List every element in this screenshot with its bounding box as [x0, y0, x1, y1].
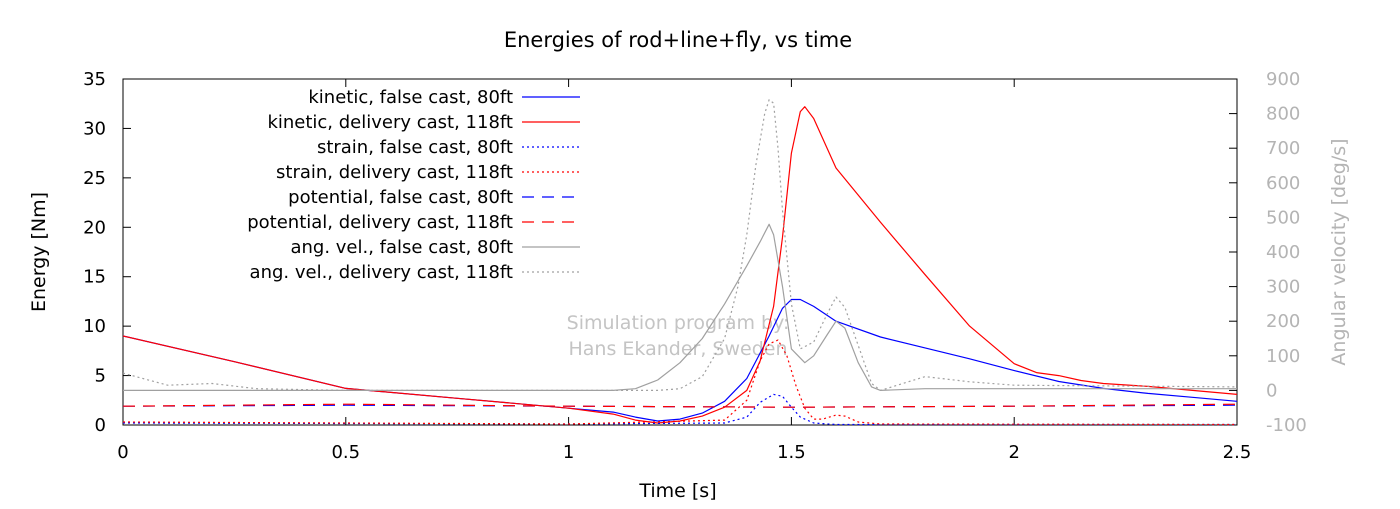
y2-tick-label: 300 — [1266, 277, 1300, 298]
y-axis: 0 5 10 15 20 25 30 35 — [83, 69, 131, 436]
x-tick-label: 0 — [117, 442, 128, 463]
x-tick-label: 2 — [1008, 442, 1019, 463]
y-tick-label: 15 — [83, 267, 106, 288]
watermark-line-2: Hans Ekander, Sweden — [569, 338, 788, 360]
y2-axis: -100 0 100 200 300 400 500 600 700 800 900 — [1229, 69, 1307, 436]
y-tick-label: 30 — [83, 118, 106, 139]
series-line-6 — [123, 223, 1237, 391]
series-line-1 — [122, 106, 1238, 424]
series-layer — [122, 99, 1238, 426]
watermark-line-1: Simulation program by: — [567, 312, 790, 334]
x-axis-label: Time [s] — [638, 480, 716, 502]
y-tick-label: 10 — [83, 316, 106, 337]
watermark: Simulation program by: Hans Ekander, Swe… — [567, 312, 790, 360]
y2-tick-label: 700 — [1266, 138, 1300, 159]
y2-tick-label: -100 — [1266, 415, 1307, 436]
y2-tick-label: 500 — [1266, 207, 1300, 228]
series-line-3 — [122, 339, 1238, 426]
y2-tick-label: 600 — [1266, 173, 1300, 194]
y2-tick-label: 400 — [1266, 242, 1300, 263]
legend-label: kinetic, false cast, 80ft — [308, 87, 513, 108]
x-tick-label: 0.5 — [331, 442, 360, 463]
legend-label: potential, delivery cast, 118ft — [247, 212, 513, 233]
y-tick-label: 20 — [83, 217, 106, 238]
x-tick-label: 1 — [563, 442, 574, 463]
legend-label: strain, false cast, 80ft — [317, 137, 513, 158]
legend-label: potential, false cast, 80ft — [288, 187, 513, 208]
legend-label: ang. vel., delivery cast, 118ft — [250, 262, 513, 283]
y2-axis-label: Angular velocity [deg/s] — [1328, 138, 1350, 365]
legend-label: ang. vel., false cast, 80ft — [290, 237, 513, 258]
x-tick-label: 1.5 — [777, 442, 806, 463]
legend: kinetic, false cast, 80ft kinetic, delive… — [247, 87, 580, 283]
y-axis-label: Energy [Nm] — [28, 192, 50, 312]
y2-tick-label: 200 — [1266, 311, 1300, 332]
y-tick-label: 35 — [83, 69, 106, 90]
y2-tick-label: 0 — [1266, 380, 1277, 401]
y-tick-label: 25 — [83, 168, 106, 189]
chart-title: Energies of rod+line+fly, vs time — [504, 28, 852, 52]
y-tick-label: 0 — [95, 415, 106, 436]
legend-label: strain, delivery cast, 118ft — [276, 162, 513, 183]
series-line-5 — [122, 403, 1238, 408]
x-axis: 0 0.5 1 1.5 2 2.5 — [117, 79, 1251, 463]
series-line-0 — [122, 298, 1238, 422]
y2-tick-label: 100 — [1266, 346, 1300, 367]
series-line-2 — [122, 393, 1237, 426]
legend-label: kinetic, delivery cast, 118ft — [267, 112, 513, 133]
y-tick-label: 5 — [95, 366, 106, 387]
y2-tick-label: 900 — [1266, 69, 1300, 90]
y2-tick-label: 800 — [1266, 104, 1300, 125]
x-tick-label: 2.5 — [1223, 442, 1252, 463]
